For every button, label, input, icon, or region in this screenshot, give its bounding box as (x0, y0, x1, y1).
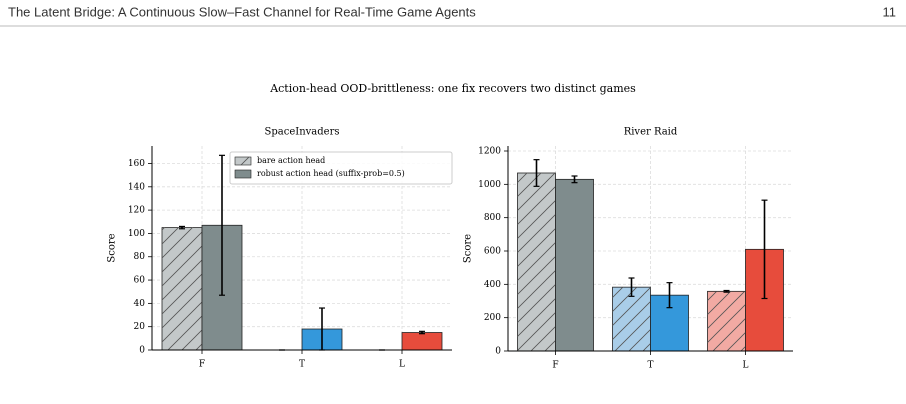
x-tick-label: L (399, 360, 405, 370)
y-tick-label: 60 (134, 276, 146, 286)
x-tick-label: F (199, 360, 205, 370)
y-tick-label: 160 (128, 159, 145, 169)
figure-title: Action-head OOD-brittleness: one fix rec… (269, 82, 636, 95)
running-title: The Latent Bridge: A Continuous Slow–Fas… (8, 4, 476, 19)
y-axis-label: Score (107, 233, 118, 262)
y-tick-label: 0 (139, 346, 145, 356)
y-tick-label: 400 (484, 280, 501, 290)
y-tick-label: 600 (484, 247, 501, 257)
bar-hatch (162, 227, 202, 350)
page-number: 11 (883, 4, 897, 19)
y-tick-label: 800 (484, 213, 501, 223)
bar-hatch (612, 287, 651, 351)
y-tick-label: 140 (128, 182, 145, 192)
bar (401, 332, 443, 351)
x-tick-label: L (743, 361, 749, 371)
y-tick-label: 1200 (478, 147, 501, 157)
y-tick-label: 0 (495, 347, 501, 357)
legend-swatch (234, 169, 252, 179)
x-tick-label: F (552, 361, 558, 371)
x-tick-label: T (299, 360, 305, 370)
y-tick-label: 40 (134, 299, 146, 309)
x-tick-label: T (647, 361, 653, 371)
y-tick-label: 120 (128, 206, 145, 216)
legend-box (229, 151, 453, 185)
y-tick-label: 100 (128, 229, 145, 239)
chart-title: River Raid (624, 127, 678, 138)
bar-hatch (517, 173, 556, 351)
legend-label: robust action head (suffix-prob=0.5) (257, 169, 405, 178)
legend-label: bare action head (257, 156, 325, 165)
legend-hatch (235, 157, 251, 165)
y-tick-label: 20 (134, 322, 146, 332)
y-tick-label: 80 (134, 252, 146, 262)
chart-title: SpaceInvaders (265, 127, 340, 138)
y-axis-label: Score (463, 234, 474, 263)
y-tick-label: 1000 (478, 180, 501, 190)
bar-hatch (707, 291, 746, 351)
bar (555, 178, 594, 352)
y-tick-label: 200 (484, 313, 501, 323)
